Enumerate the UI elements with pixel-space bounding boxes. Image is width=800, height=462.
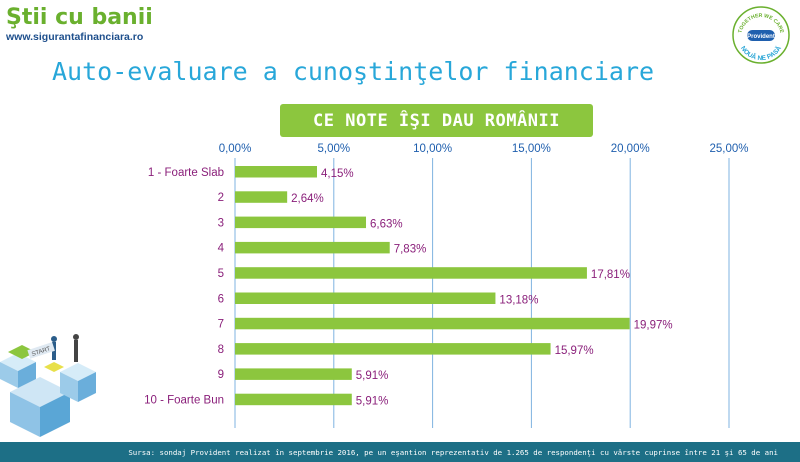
data-labels: 4,15% 2,64% 6,63% 7,83% 17,81% 13,18% 19,97% 15… <box>291 168 672 408</box>
chart-title: CE NOTE ÎŞI DAU ROMÂNII <box>313 110 560 131</box>
bar <box>235 292 496 304</box>
bar <box>235 393 352 406</box>
data-label: 6,63% <box>370 218 403 230</box>
data-label: 19,97% <box>634 320 673 332</box>
category-label: 9 <box>218 369 224 381</box>
brand: Ştii cu banii www.sigurantafinanciara.ro <box>6 5 153 44</box>
data-label: 17,81% <box>591 269 630 281</box>
category-label: 5 <box>218 268 224 280</box>
category-label: 4 <box>218 243 225 255</box>
category-labels: 1 - Foarte Slab 2 3 4 5 6 7 8 9 10 - Foarte Bun <box>144 167 225 407</box>
data-label: 7,83% <box>394 244 427 256</box>
category-label: 3 <box>218 217 224 229</box>
category-label: 7 <box>218 319 224 331</box>
category-label: 2 <box>218 192 224 204</box>
provident-logo: TOGETHER WE CARE NOUĂ NE PASĂ Provident <box>732 6 790 64</box>
bar <box>235 216 367 229</box>
bar <box>235 241 390 254</box>
bar <box>235 267 587 279</box>
source-note: Sursa: sondaj Provident realizat în sept… <box>128 447 778 457</box>
data-label: 15,97% <box>555 345 594 357</box>
category-label: 8 <box>218 344 224 356</box>
brand-name: Ştii cu banii <box>6 5 153 30</box>
data-label: 2,64% <box>291 193 324 205</box>
bars <box>235 166 630 406</box>
category-label: 10 - Foarte Bun <box>144 394 224 406</box>
footer: Sursa: sondaj Provident realizat în sept… <box>0 442 800 462</box>
bar <box>235 191 288 203</box>
brand-url[interactable]: www.sigurantafinanciara.ro <box>6 31 144 43</box>
category-label: 6 <box>218 293 224 305</box>
bar <box>235 166 318 178</box>
page-title: Auto-evaluare a cunoştinţelor financiare <box>52 57 655 86</box>
data-label: 5,91% <box>356 395 389 407</box>
x-axis-ticks: 0,00% 5,00% 10,00% 15,00% 20,00% 25,00% <box>219 143 749 155</box>
x-tick-label: 20,00% <box>611 143 650 155</box>
x-tick-label: 10,00% <box>413 143 452 155</box>
isometric-blocks-illustration: START <box>0 334 96 437</box>
chart-title-banner: CE NOTE ÎŞI DAU ROMÂNII <box>280 104 593 137</box>
data-label: 4,15% <box>321 168 354 180</box>
bar <box>235 368 352 380</box>
bar <box>235 317 630 330</box>
data-label: 5,91% <box>356 370 389 382</box>
x-tick-label: 5,00% <box>317 143 350 155</box>
bar <box>235 343 551 355</box>
x-tick-label: 25,00% <box>709 143 748 155</box>
data-label: 13,18% <box>499 294 538 306</box>
logo-badge <box>747 30 775 41</box>
x-tick-label: 0,00% <box>219 143 252 155</box>
x-tick-label: 15,00% <box>512 143 551 155</box>
start-sign-text: START <box>31 346 51 358</box>
category-label: 1 - Foarte Slab <box>148 167 224 179</box>
logo-name: Provident <box>747 34 775 40</box>
